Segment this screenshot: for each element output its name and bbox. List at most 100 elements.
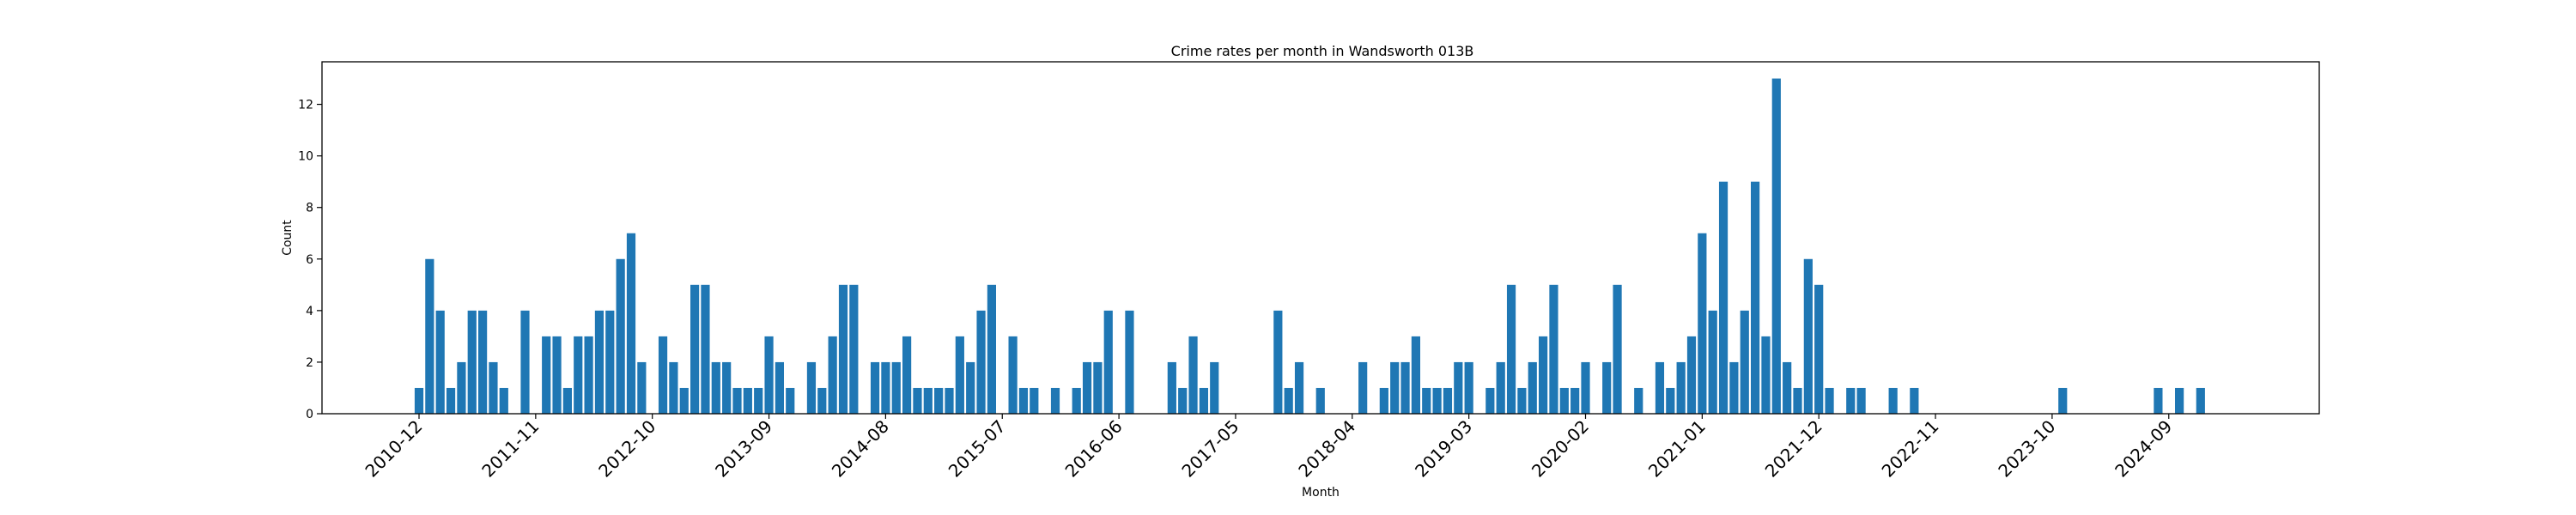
bar-2018-11 (1422, 387, 1431, 414)
x-tick-label: 2018-04 (1294, 416, 1359, 482)
bar-2022-03 (1846, 387, 1856, 414)
bar-2014-10 (902, 336, 912, 414)
chart-title: Crime rates per month in Wandsworth 013B (1171, 43, 1474, 59)
x-axis-label: Month (1302, 486, 1340, 500)
x-tick-label: 2024-09 (2111, 416, 2176, 482)
bar-2013-08 (754, 387, 763, 414)
bar-2018-01 (1315, 387, 1325, 414)
bar-2013-09 (764, 336, 774, 414)
bar-2015-04 (966, 361, 975, 414)
bar-2012-08 (626, 233, 636, 414)
bar-2010-12 (414, 387, 424, 414)
bar-2014-01 (806, 361, 817, 414)
bar-2022-01 (1825, 387, 1834, 414)
bar-2019-09 (1528, 361, 1537, 414)
bar-2021-04 (1729, 361, 1739, 414)
bar-2021-11 (1803, 258, 1813, 414)
bar-2011-02 (435, 310, 445, 414)
bar-2011-07 (489, 361, 498, 414)
x-tick-label: 2013-09 (711, 416, 776, 482)
bar-2015-06 (987, 284, 996, 414)
bar-2016-07 (1125, 310, 1134, 414)
bar-2015-03 (955, 336, 964, 414)
bar-2021-09 (1783, 361, 1792, 414)
bar-2020-07 (1634, 387, 1643, 414)
bar-2019-12 (1559, 387, 1569, 414)
bar-2017-11 (1294, 361, 1304, 414)
bar-2015-12 (1050, 387, 1060, 414)
bar-2013-07 (743, 387, 752, 414)
bar-2019-06 (1496, 361, 1505, 414)
bar-2016-03 (1082, 361, 1092, 414)
bar-2012-06 (605, 310, 615, 414)
bar-2019-02 (1454, 361, 1463, 414)
bar-2012-03 (574, 336, 583, 414)
x-tick-label: 2023-10 (1994, 416, 2059, 482)
bar-2011-08 (499, 387, 508, 414)
bar-2020-09 (1655, 361, 1665, 414)
x-axis: 2010-12 2011-11 2012-10 2013-09 2014-08 2015-… (361, 414, 2176, 482)
bar-2011-01 (425, 258, 434, 414)
bar-2017-01 (1188, 336, 1198, 414)
bar-2013-10 (775, 361, 784, 414)
bar-2021-06 (1751, 181, 1760, 415)
bar-2011-06 (478, 310, 488, 414)
bar-2015-08 (1008, 336, 1018, 414)
bar-2014-07 (870, 361, 880, 414)
bar-2017-10 (1284, 387, 1293, 414)
bar-2013-06 (732, 387, 742, 414)
bar-2013-11 (786, 387, 795, 414)
x-tick-label: 2010-12 (361, 416, 426, 482)
bar-2016-02 (1072, 387, 1081, 414)
y-axis-label: Count (281, 220, 295, 256)
bar-2020-10 (1666, 387, 1675, 414)
y-tick-label: 10 (298, 150, 313, 164)
x-tick-label: 2021-01 (1644, 416, 1710, 482)
x-tick-label: 2015-07 (945, 416, 1010, 482)
bar-2018-05 (1358, 361, 1368, 414)
bar-2021-03 (1718, 181, 1728, 415)
bar-2018-07 (1379, 387, 1388, 414)
bar-2012-01 (552, 336, 562, 414)
bar-2011-04 (457, 361, 466, 414)
x-tick-label: 2021-12 (1761, 416, 1826, 482)
bar-2017-09 (1273, 310, 1283, 414)
bar-2021-08 (1771, 78, 1781, 415)
bar-2023-11 (2058, 387, 2068, 414)
bar-2015-01 (934, 387, 944, 414)
bar-2020-05 (1613, 284, 1622, 414)
bar-2014-11 (913, 387, 922, 414)
bar-2015-09 (1018, 387, 1029, 414)
plot-frame (321, 61, 2320, 415)
bar-2020-02 (1581, 361, 1590, 414)
bar-2015-10 (1030, 387, 1039, 414)
bar-2021-07 (1761, 336, 1771, 414)
bar-2018-09 (1400, 361, 1410, 414)
bar-2021-10 (1793, 387, 1802, 414)
bar-2014-12 (923, 387, 933, 414)
bar-2020-04 (1602, 361, 1612, 414)
bar-2012-12 (669, 361, 678, 414)
bar-2016-12 (1178, 387, 1188, 414)
bar-2012-11 (658, 336, 668, 414)
bar-2017-03 (1210, 361, 1219, 414)
bar-2018-12 (1432, 387, 1442, 414)
bar-2019-11 (1549, 284, 1558, 414)
bar-2012-02 (562, 387, 572, 414)
bar-2014-05 (849, 284, 859, 414)
bar-2020-12 (1686, 336, 1697, 414)
bar-2021-12 (1814, 284, 1824, 414)
bar-2013-05 (722, 361, 732, 414)
bar-2015-05 (976, 310, 986, 414)
bar-2024-08 (2154, 387, 2163, 414)
bar-2014-02 (817, 387, 827, 414)
y-tick-label: 8 (306, 202, 313, 215)
x-tick-label: 2011-11 (477, 416, 543, 482)
bar-2022-09 (1910, 387, 1919, 414)
bar-2019-01 (1443, 387, 1453, 414)
x-tick-label: 2012-10 (594, 416, 659, 482)
bar-2016-04 (1093, 361, 1103, 414)
bar-2024-12 (2196, 387, 2205, 414)
bar-2013-04 (711, 361, 720, 414)
